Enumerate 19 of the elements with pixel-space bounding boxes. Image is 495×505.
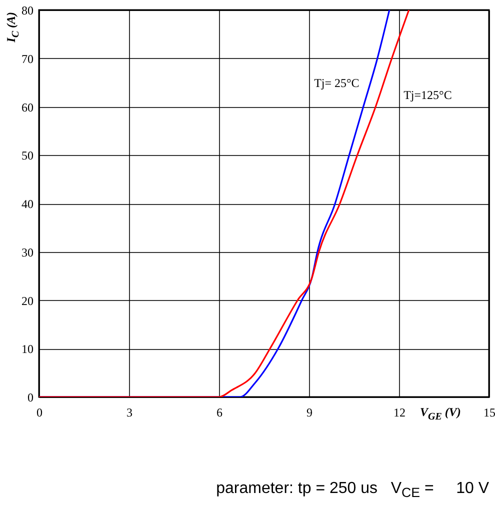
x-tick-label: 3 [126,406,132,420]
x-tick-label: 0 [36,406,42,420]
x-tick-label: 15 [484,406,495,420]
x-tick-label: 12 [394,406,406,420]
x-tick-label: 6 [216,406,222,420]
y-tick-label: 0 [28,390,34,404]
y-tick-label: 10 [22,342,34,356]
y-tick-label: 30 [22,245,34,260]
series-label: Tj=125°C [404,88,452,102]
y-tick-label: 40 [22,197,34,211]
x-axis-title: V$_{GE}$ (V) [420,405,461,422]
y-tick-label: 70 [22,52,34,66]
x-tick-label: 9 [306,406,312,420]
y-tick-label: 80 [22,4,34,18]
series-label: Tj= 25°C [314,76,360,90]
text: parameter: tp = 250 us V$_{CE}$ = 10 V [216,480,489,500]
y-tick-label: 50 [22,148,34,163]
y-tick-label: 20 [22,294,34,308]
y-tick-label: 60 [22,100,34,114]
